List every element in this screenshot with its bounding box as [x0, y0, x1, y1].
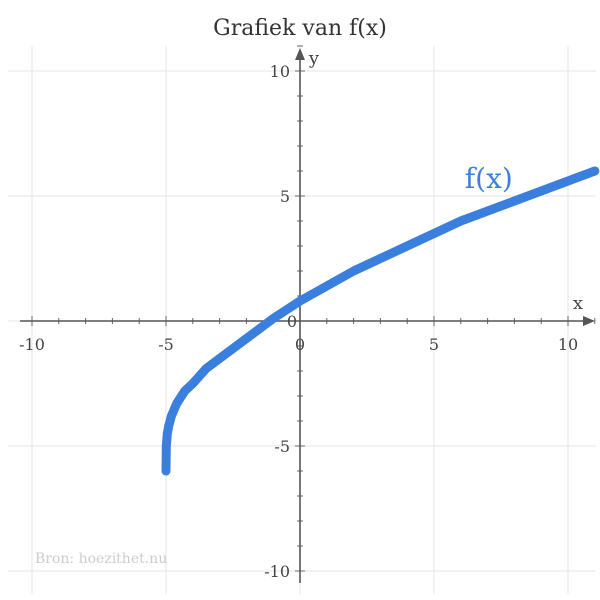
x-tick-label: 0 — [295, 335, 305, 354]
source-note: Bron: hoezithet.nu — [35, 551, 167, 567]
x-tick-label: 5 — [429, 335, 439, 354]
y-axis-label: y — [308, 48, 320, 69]
chart-title: Grafiek van f(x) — [213, 16, 387, 41]
x-axis-label: x — [573, 293, 583, 314]
x-tick-label: 10 — [558, 335, 578, 354]
y-tick-label: 0 — [287, 312, 297, 331]
minor-ticks — [31, 45, 596, 572]
series-label-f: f(x) — [465, 162, 513, 195]
y-tick-label: -10 — [264, 562, 290, 581]
grid — [8, 46, 596, 594]
y-axis-arrow — [295, 48, 305, 60]
x-tick-label: -10 — [19, 335, 45, 354]
axes — [20, 48, 595, 583]
y-tick-label: 5 — [280, 187, 290, 206]
x-tick-label: -5 — [158, 335, 174, 354]
y-tick-label: -5 — [274, 437, 290, 456]
x-axis-arrow — [583, 316, 595, 326]
tick-labels: -10 -5 0 5 10 -10 -5 0 5 10 — [19, 62, 578, 581]
series — [161, 166, 600, 476]
series-line-f — [161, 166, 600, 476]
y-tick-label: 10 — [270, 62, 290, 81]
